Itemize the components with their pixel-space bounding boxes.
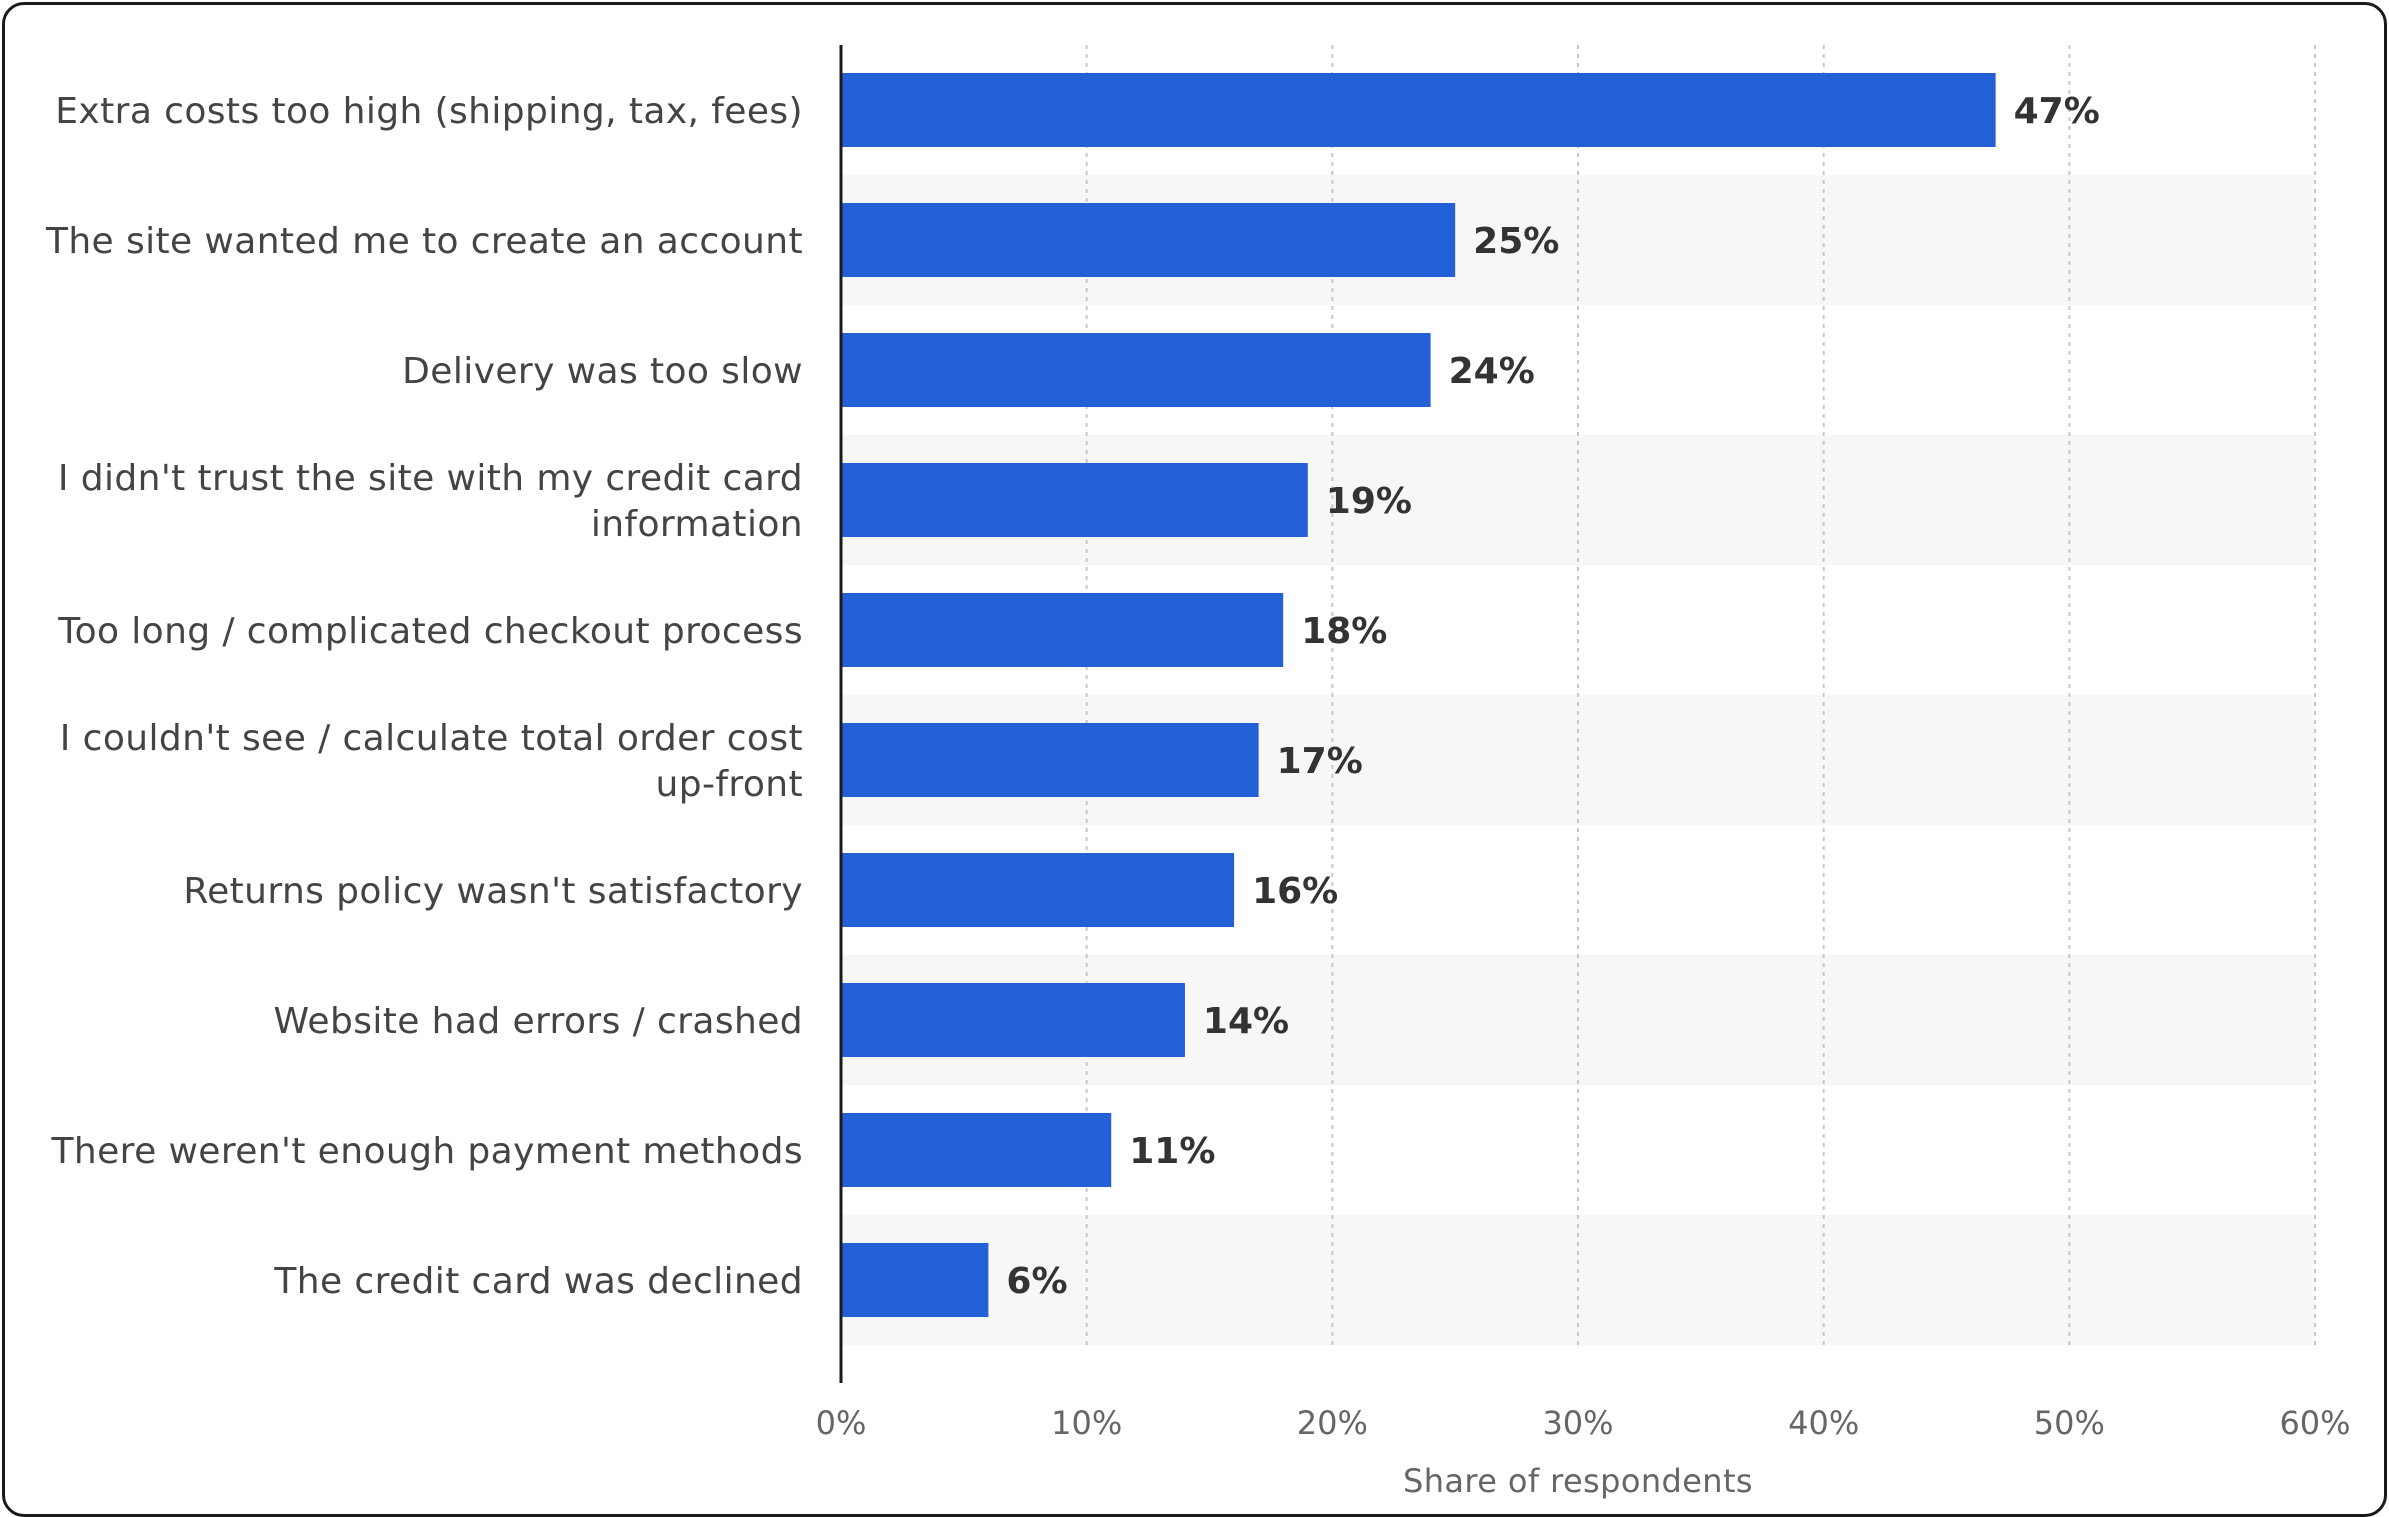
value-label: 18% [1301,611,1387,652]
bar-chart: Extra costs too high (shipping, tax, fee… [45,45,2351,1500]
bar [841,203,1456,277]
x-tick-label: 30% [1542,1404,1613,1442]
bar [841,1113,1112,1187]
bars [841,73,1996,1317]
category-label: I didn't trust the site with my credit c… [58,458,803,545]
value-labels: 47% 25% 24% 19% 18% 17% 16% 14% 11% 6% [1006,91,2099,1302]
x-tick-labels: 0% 10% 20% 30% 40% 50% 60% [816,1404,2351,1442]
category-label: I couldn't see / calculate total order c… [60,718,803,805]
x-axis-title: Share of respondents [1403,1462,1753,1500]
category-label: Delivery was too slow [402,351,803,392]
value-label: 25% [1473,221,1559,262]
value-label: 17% [1277,741,1363,782]
bar [841,463,1308,537]
x-tick-label: 60% [2279,1404,2350,1442]
category-label: Returns policy wasn't satisfactory [183,871,803,912]
x-tick-label: 10% [1051,1404,1122,1442]
value-label: 19% [1326,481,1412,522]
category-labels: Extra costs too high (shipping, tax, fee… [45,91,803,1302]
x-tick-label: 20% [1297,1404,1368,1442]
value-label: 6% [1006,1261,1067,1302]
bar [841,1243,989,1317]
x-tick-label: 0% [816,1404,867,1442]
bar [841,73,1996,147]
bar [841,333,1431,407]
x-tick-label: 50% [2034,1404,2105,1442]
value-label: 24% [1449,351,1535,392]
value-label: 16% [1252,871,1338,912]
category-label: The credit card was declined [273,1261,803,1302]
category-label: Website had errors / crashed [274,1001,803,1042]
bar [841,853,1235,927]
category-label: The site wanted me to create an account [45,221,803,262]
value-label: 14% [1203,1001,1289,1042]
category-label: Extra costs too high (shipping, tax, fee… [55,91,803,132]
category-label: There weren't enough payment methods [51,1131,804,1172]
x-tick-label: 40% [1788,1404,1859,1442]
bar [841,593,1284,667]
bar [841,983,1185,1057]
value-label: 11% [1129,1131,1215,1172]
category-label: Too long / complicated checkout process [57,611,803,652]
bar [841,723,1259,797]
value-label: 47% [2014,91,2100,132]
